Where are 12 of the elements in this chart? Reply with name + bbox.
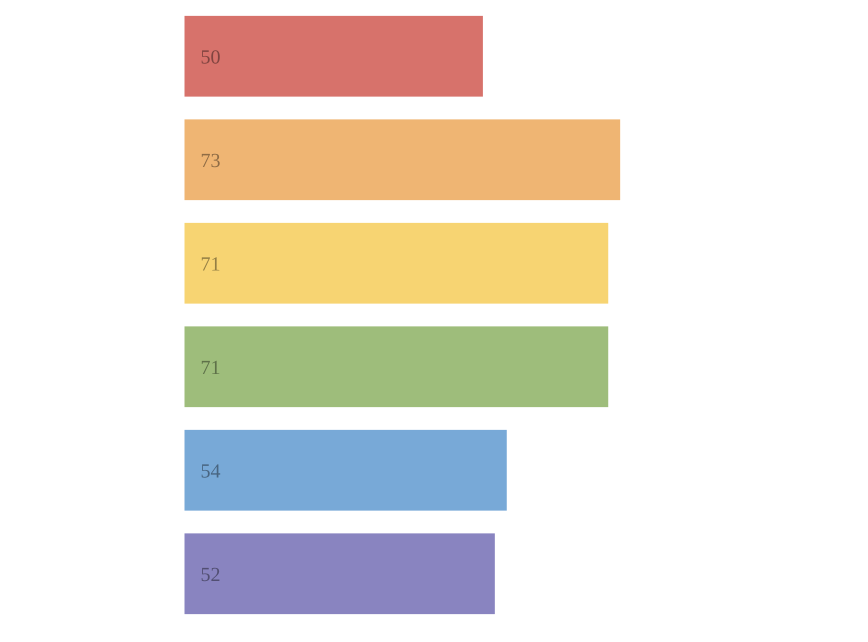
bar [184,430,507,511]
bar [184,326,608,408]
bar [184,119,620,200]
bar [184,16,483,97]
bar [184,533,495,614]
data-label: 52 [200,564,220,586]
data-label: 50 [200,46,220,68]
data-label: 71 [200,356,220,379]
data-label: 71 [200,253,220,276]
bar [184,222,608,304]
data-label: 73 [200,150,220,172]
data-label: 54 [200,460,220,482]
